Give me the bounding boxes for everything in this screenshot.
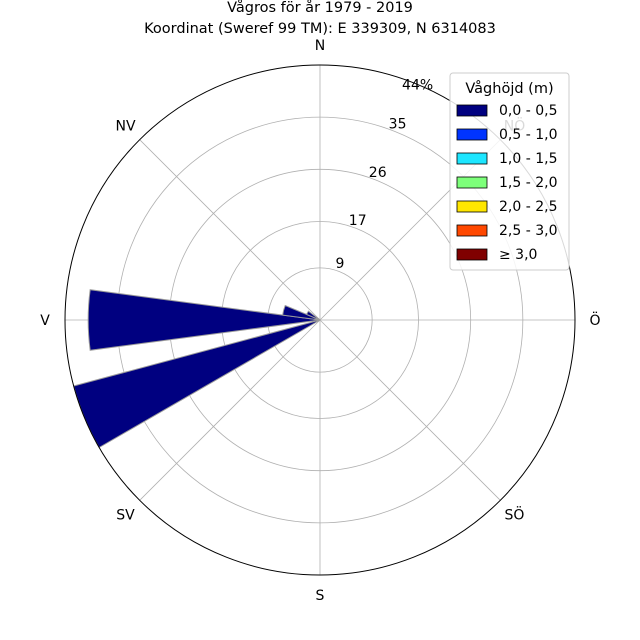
legend-label: ≥ 3,0 bbox=[499, 247, 537, 263]
legend-swatch bbox=[456, 248, 488, 261]
chart-subtitle: Koordinat (Sweref 99 TM): E 339309, N 63… bbox=[144, 21, 496, 37]
radial-tick-label: 26 bbox=[369, 165, 387, 181]
legend-swatch bbox=[456, 224, 488, 237]
direction-label-SV: SV bbox=[116, 508, 135, 524]
grid-spoke-225 bbox=[139, 319, 321, 501]
legend-title: Våghöjd (m) bbox=[465, 80, 553, 97]
direction-label-SÖ: SÖ bbox=[505, 506, 525, 524]
legend-label: 1,5 - 2,0 bbox=[499, 175, 557, 191]
legend-swatch bbox=[456, 200, 488, 213]
legend-label: 1,0 - 1,5 bbox=[499, 151, 557, 167]
outer-frame bbox=[64, 64, 576, 576]
chart-title: Vågros för år 1979 - 2019 bbox=[227, 0, 413, 16]
bar-0 bbox=[87, 289, 321, 351]
direction-label-N: N bbox=[315, 38, 325, 54]
grid-spoke-135 bbox=[319, 319, 501, 501]
direction-label-Ö: Ö bbox=[589, 311, 600, 329]
direction-label-S: S bbox=[316, 588, 325, 604]
legend-label: 2,0 - 2,5 bbox=[499, 199, 557, 215]
radial-tick-labels: 9 17 26 35 44% bbox=[336, 77, 434, 271]
legend-label: 0,0 - 0,5 bbox=[499, 103, 557, 119]
legend-swatch bbox=[456, 176, 488, 189]
legend-label: 0,5 - 1,0 bbox=[499, 127, 557, 143]
legend-swatch bbox=[456, 128, 488, 141]
legend-label: 2,5 - 3,0 bbox=[499, 223, 557, 239]
radial-tick-label: 17 bbox=[349, 213, 367, 229]
bar-3 bbox=[305, 310, 321, 321]
bars-group bbox=[64, 64, 576, 576]
radial-max-label: 44% bbox=[402, 77, 433, 93]
grid-spoke-315 bbox=[139, 139, 321, 321]
radial-tick-label: 9 bbox=[336, 256, 345, 272]
legend: Våghöjd (m) 0,0 - 0,5 0,5 - 1,0 1,0 - 1,5 1,… bbox=[449, 72, 570, 271]
radial-tick-label: 35 bbox=[389, 117, 407, 133]
legend-frame bbox=[449, 72, 570, 271]
legend-swatch bbox=[456, 104, 488, 117]
direction-label-V: V bbox=[40, 313, 50, 329]
legend-swatch bbox=[456, 152, 488, 165]
direction-label-NV: NV bbox=[115, 119, 135, 135]
